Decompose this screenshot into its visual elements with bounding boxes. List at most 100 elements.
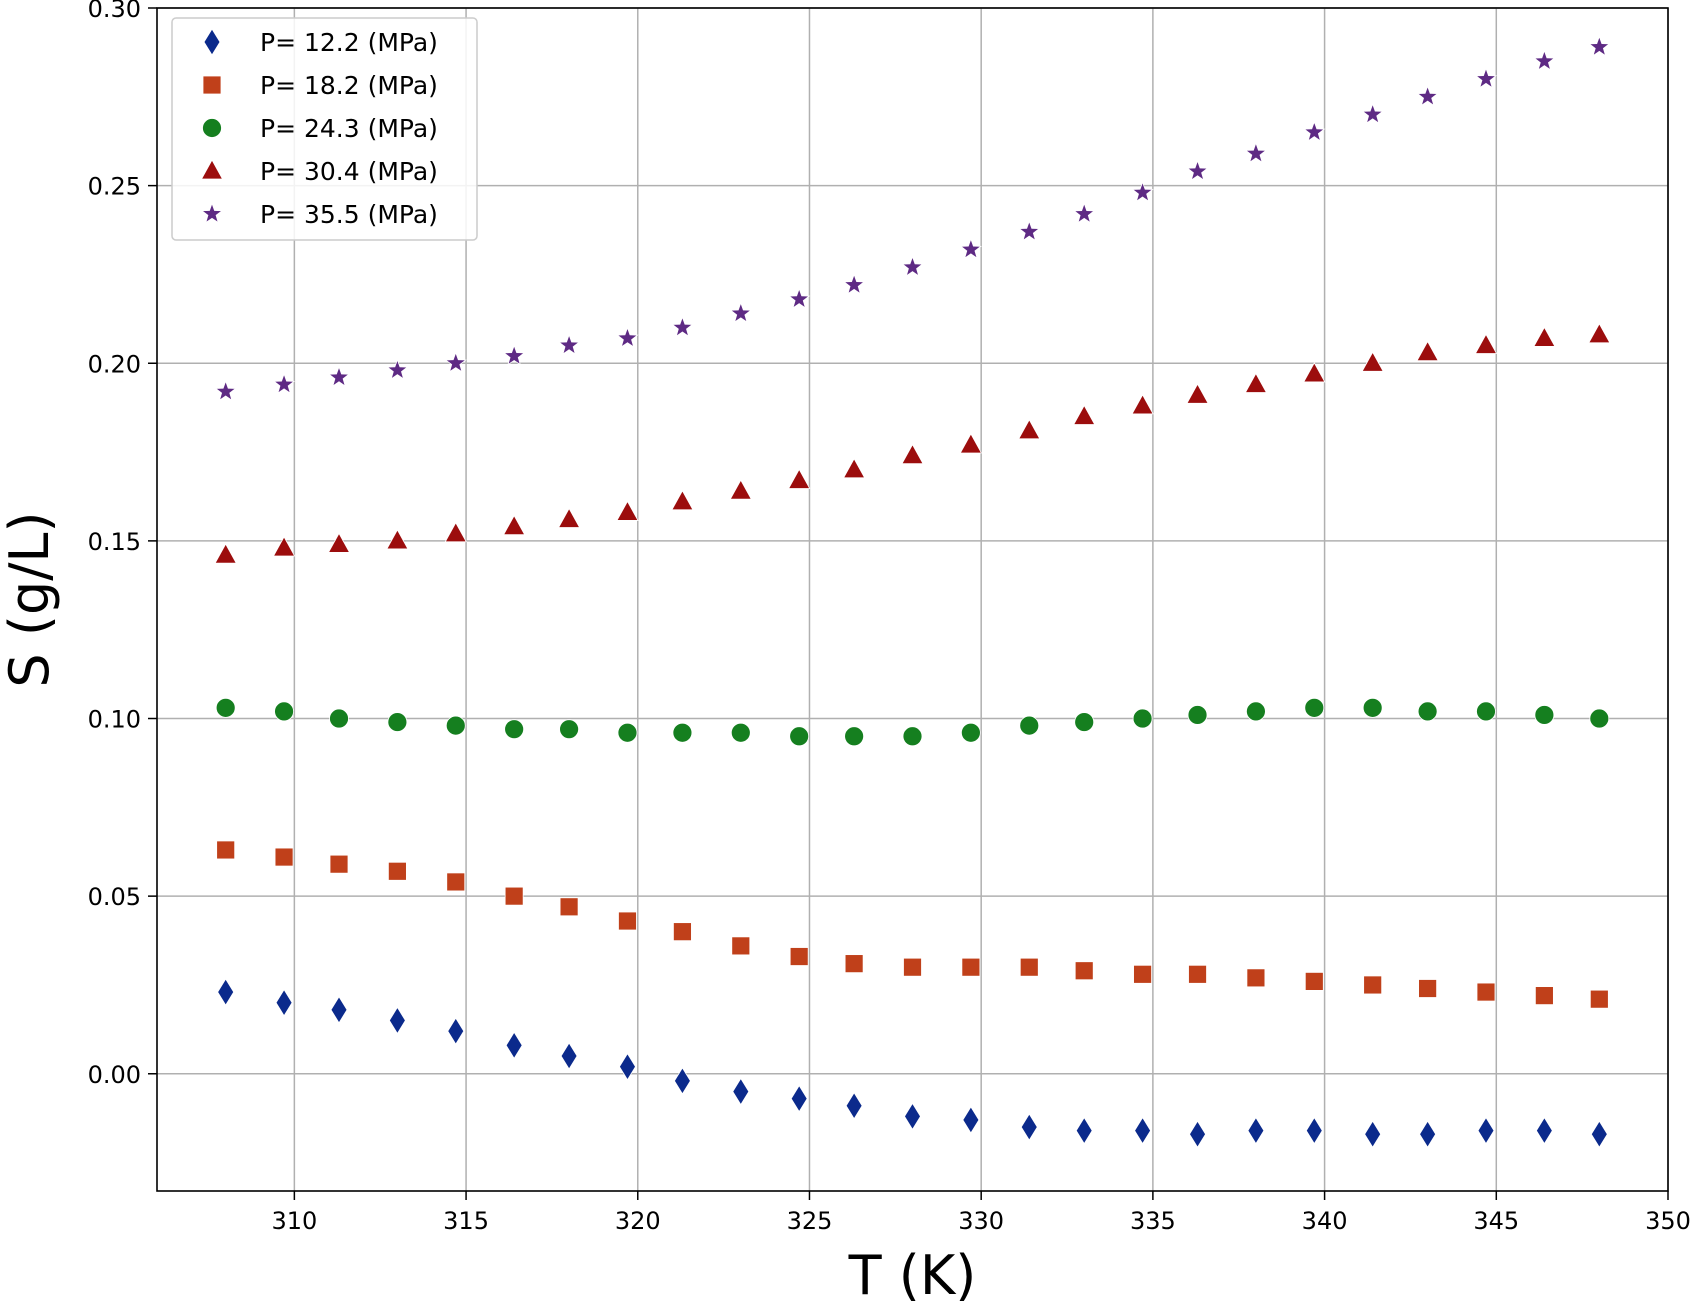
- data-point-diamond: [1247, 1116, 1265, 1145]
- data-point-diamond: [1364, 1120, 1382, 1148]
- data-point-triangle: [327, 532, 351, 553]
- y-tick-label: 0.30: [88, 0, 141, 23]
- x-axis-label: T (K): [848, 1244, 977, 1304]
- data-point-star: [1474, 67, 1498, 89]
- data-point-triangle: [1416, 340, 1439, 361]
- data-point-square: [216, 840, 236, 860]
- data-point-diamond: [447, 1017, 465, 1045]
- x-tick-label: 335: [1130, 1207, 1176, 1235]
- legend: P= 12.2 (MPa) P= 18.2 (MPa) P= 24.3 (MPa) P…: [171, 17, 478, 241]
- data-point-triangle: [787, 468, 811, 489]
- data-points: [214, 35, 1611, 1148]
- data-point-star: [959, 237, 982, 260]
- data-point-square: [731, 936, 751, 956]
- data-point-square: [504, 886, 524, 906]
- series-3: [215, 697, 1610, 747]
- x-tick-label: 310: [271, 1207, 317, 1235]
- data-point-square: [844, 954, 864, 974]
- data-point-triangle: [671, 489, 694, 511]
- data-point-square: [1188, 964, 1207, 984]
- data-point-diamond: [1134, 1116, 1152, 1145]
- data-point-circle: [672, 722, 693, 743]
- legend-entry: P= 35.5 (MPa): [200, 200, 438, 229]
- data-point-circle: [1476, 701, 1496, 722]
- data-point-diamond: [673, 1067, 691, 1095]
- legend-label: P= 12.2 (MPa): [260, 28, 438, 57]
- legend-entry: P= 12.2 (MPa): [203, 28, 438, 57]
- data-point-triangle: [1186, 383, 1209, 404]
- data-point-circle: [504, 719, 525, 740]
- data-point-triangle: [1303, 362, 1326, 383]
- data-point-diamond: [505, 1031, 523, 1060]
- data-point-diamond: [619, 1052, 636, 1081]
- data-point-square: [673, 922, 692, 942]
- legend-marker-diamond: [203, 28, 221, 56]
- x-tick-label: 320: [615, 1207, 661, 1235]
- legend-marker-star: [200, 202, 224, 224]
- data-point-triangle: [502, 514, 526, 536]
- legend-marker-triangle: [200, 159, 224, 180]
- data-point-circle: [445, 715, 466, 736]
- data-point-circle: [902, 726, 923, 747]
- data-point-square: [1418, 979, 1438, 998]
- data-point-square: [329, 854, 349, 874]
- legend-marker-square: [202, 75, 222, 95]
- data-point-diamond: [962, 1106, 980, 1134]
- data-point-star: [1416, 85, 1439, 107]
- data-point-diamond: [904, 1102, 921, 1131]
- data-point-star: [1361, 102, 1384, 125]
- data-point-star: [1533, 49, 1556, 71]
- y-tick-label: 0.00: [88, 1061, 141, 1089]
- data-point-circle: [844, 726, 865, 747]
- data-point-diamond: [1590, 1120, 1608, 1148]
- data-point-circle: [1074, 712, 1095, 732]
- data-point-star: [557, 333, 581, 355]
- data-point-circle: [1187, 705, 1208, 725]
- data-point-star: [503, 344, 526, 366]
- data-point-triangle: [1588, 323, 1611, 344]
- data-point-diamond: [1189, 1120, 1206, 1148]
- data-point-star: [1303, 120, 1326, 142]
- data-point-circle: [1304, 697, 1325, 718]
- data-point-star: [843, 273, 866, 295]
- data-point-triangle: [1244, 372, 1268, 393]
- data-point-triangle: [214, 543, 237, 564]
- data-point-square: [1476, 982, 1496, 1002]
- y-axis-ticks: 0.00 0.05 0.10 0.15 0.20 0.25 0.30: [88, 0, 157, 1089]
- data-point-square: [1074, 961, 1094, 981]
- x-tick-label: 345: [1473, 1207, 1519, 1235]
- data-point-circle: [617, 722, 638, 743]
- data-point-circle: [1132, 708, 1153, 729]
- data-point-star: [1073, 202, 1096, 224]
- data-point-triangle: [842, 458, 866, 479]
- series-2: [216, 840, 1609, 1009]
- data-point-circle: [1534, 705, 1555, 725]
- data-point-square: [1304, 971, 1324, 991]
- data-point-star: [386, 358, 409, 380]
- data-point-diamond: [275, 988, 293, 1017]
- data-point-square: [1589, 989, 1609, 1009]
- data-point-triangle: [386, 529, 409, 550]
- data-point-circle: [1417, 701, 1438, 722]
- data-point-star: [1186, 159, 1209, 181]
- data-point-diamond: [1419, 1120, 1437, 1148]
- data-point-circle: [559, 719, 579, 740]
- data-point-star: [788, 287, 811, 309]
- data-point-diamond: [1075, 1116, 1093, 1145]
- data-point-circle: [730, 722, 751, 743]
- data-point-star: [1018, 220, 1041, 242]
- data-point-star: [1244, 141, 1268, 164]
- legend-entry: P= 24.3 (MPa): [202, 114, 438, 143]
- y-tick-label: 0.10: [88, 706, 141, 734]
- data-point-triangle: [1018, 418, 1041, 440]
- legend-label: P= 35.5 (MPa): [260, 200, 438, 229]
- data-point-square: [1019, 957, 1039, 977]
- data-point-diamond: [1535, 1116, 1553, 1145]
- data-point-triangle: [1131, 394, 1154, 415]
- data-point-star: [272, 372, 296, 395]
- x-tick-label: 325: [787, 1207, 833, 1235]
- data-point-circle: [1589, 708, 1610, 729]
- plot-frame: [156, 7, 1669, 1192]
- x-tick-label: 330: [958, 1207, 1004, 1235]
